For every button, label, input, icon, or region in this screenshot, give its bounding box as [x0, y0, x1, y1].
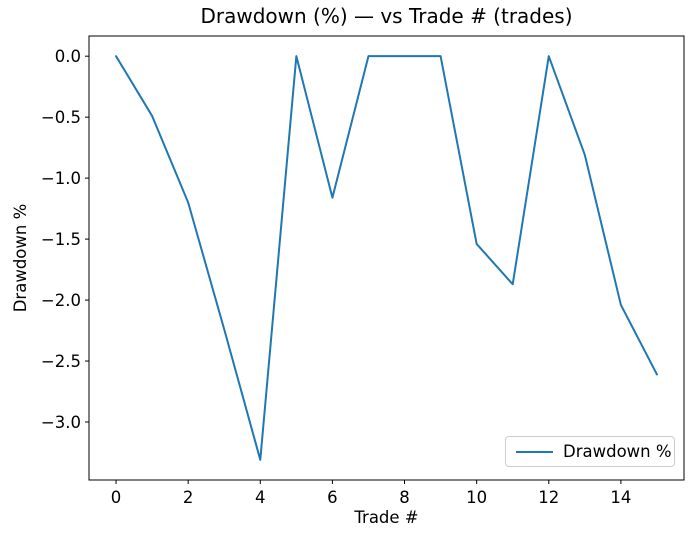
y-tick-label: −1.0: [41, 169, 81, 188]
y-tick-label: −2.5: [41, 352, 81, 371]
y-tick-label: −0.5: [41, 108, 81, 127]
legend-line-swatch: [516, 450, 553, 453]
x-tick-label: 14: [610, 488, 631, 507]
legend: Drawdown %: [505, 436, 675, 467]
x-tick-label: 8: [399, 488, 410, 507]
y-tick-label: −1.5: [41, 230, 81, 249]
x-tick-label: 4: [255, 488, 266, 507]
x-tick-label: 10: [466, 488, 487, 507]
x-tick-label: 2: [183, 488, 194, 507]
legend-label: Drawdown %: [563, 442, 672, 461]
x-tick-label: 12: [538, 488, 559, 507]
y-tick-label: −2.0: [41, 291, 81, 310]
x-tick-label: 0: [111, 488, 122, 507]
chart-title: Drawdown (%) — vs Trade # (trades): [200, 4, 573, 28]
plot-frame: [88, 35, 685, 481]
x-tick-label: 6: [327, 488, 338, 507]
drawdown-line: [115, 55, 658, 461]
y-tick-label: 0.0: [55, 47, 81, 66]
y-tick-label: −3.0: [41, 413, 81, 432]
x-axis-label: Trade #: [354, 508, 419, 527]
